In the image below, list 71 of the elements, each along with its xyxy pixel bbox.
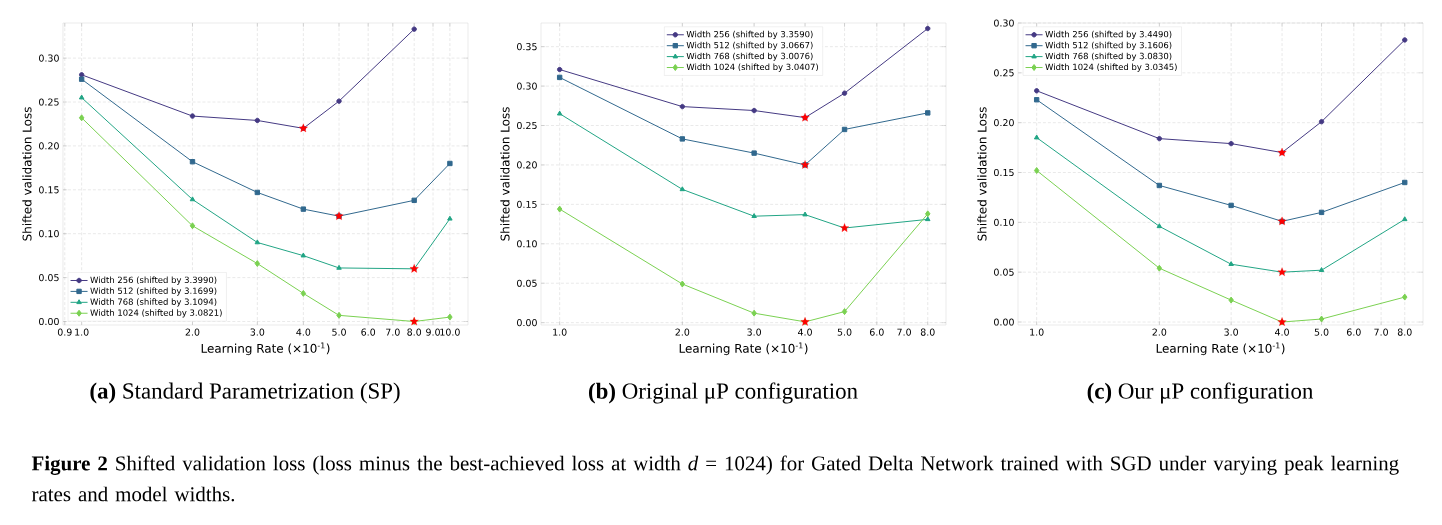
y-tick-label: 0.00 (994, 318, 1014, 326)
x-axis-title: Learning Rate (×10$^{-1}$) (201, 342, 330, 356)
x-tick-label: 1.0 (75, 328, 89, 336)
x-tick-label: 3.0 (747, 328, 762, 336)
x-tick-label: 1.0 (1030, 328, 1044, 336)
x-tick-label: 2.0 (1152, 328, 1167, 336)
y-tick-label: 0.15 (39, 186, 59, 194)
legend-label: Width 256 (shifted by 3.3990) (90, 276, 217, 285)
y-axis-title: Shifted validation Loss (22, 107, 32, 241)
x-tick-label: 3.0 (1224, 328, 1239, 336)
y-tick-label: 0.05 (517, 279, 537, 287)
legend-label: Width 256 (shifted by 3.4490) (1045, 30, 1172, 40)
x-tick-label: 7.0 (897, 328, 911, 336)
y-tick-label: 0.30 (994, 19, 1014, 27)
text: (a) Standard Parametrization (SP) (90, 382, 400, 404)
legend-label: Width 512 (shifted by 3.0667) (686, 41, 813, 50)
x-tick-label: 1.0 (553, 328, 567, 336)
y-axis-title: Shifted validation Loss (500, 107, 510, 241)
x-tick-label: 8.0 (1397, 328, 1412, 336)
y-axis-title: Shifted validation Loss (977, 107, 987, 241)
x-tick-label: 8.0 (407, 328, 422, 336)
x-tick-label: 4.0 (1275, 328, 1289, 336)
x-tick-label: 0.9 (57, 328, 72, 336)
legend-label: Width 512 (shifted by 3.1699) (90, 287, 217, 296)
y-tick-label: 0.20 (994, 119, 1014, 127)
y-tick-label: 0.10 (517, 240, 537, 248)
x-tick-label: 5.0 (332, 328, 346, 336)
x-tick-label: 4.0 (296, 328, 311, 336)
x-tick-label: 5.0 (837, 328, 852, 336)
x-tick-label: 9.0 (426, 328, 440, 336)
x-tick-label: 2.0 (675, 328, 690, 336)
y-tick-label: 0.00 (39, 317, 59, 326)
y-tick-label: 0.25 (517, 121, 537, 130)
text: (b) Original μP configuration (589, 382, 858, 404)
legend-label: Width 512 (shifted by 3.1606) (1045, 41, 1172, 50)
y-tick-label: 0.15 (517, 200, 537, 208)
y-tick-label: 0.00 (517, 319, 537, 327)
y-tick-label: 0.35 (517, 43, 537, 51)
x-tick-label: 10.0 (440, 328, 460, 336)
x-tick-label: 6.0 (361, 328, 376, 336)
y-tick-label: 0.25 (994, 69, 1014, 77)
x-tick-label: 4.0 (797, 328, 812, 336)
legend-label: Width 768 (shifted by 3.0830) (1045, 52, 1172, 61)
legend-label: Width 768 (shifted by 3.1094) (90, 298, 217, 307)
y-tick-label: 0.05 (39, 274, 59, 282)
x-tick-label: 2.0 (185, 328, 200, 336)
legend-label: Width 1024 (shifted by 3.0821) (90, 309, 222, 318)
y-tick-label: 0.15 (994, 168, 1014, 177)
y-tick-label: 0.30 (39, 54, 59, 62)
x-tick-label: 8.0 (920, 328, 935, 336)
legend-label: Width 256 (shifted by 3.3590) (686, 30, 813, 40)
text: Figure 2 Shifted validation loss (loss minus the best-achieved loss at width d = 1024) for Gated Delta Network trained with SGD under varying peak learning rates and model widths. (31, 455, 1399, 502)
legend-label: Width 768 (shifted by 3.0076) (686, 52, 813, 61)
x-tick-label: 6.0 (869, 328, 884, 336)
y-tick-label: 0.10 (994, 218, 1014, 226)
x-axis-title: Learning Rate (×10$^{-1}$) (679, 342, 808, 356)
y-tick-label: 0.30 (517, 82, 537, 90)
x-tick-label: 6.0 (1346, 328, 1361, 336)
legend-label: Width 1024 (shifted by 3.0407) (686, 63, 818, 72)
x-tick-label: 5.0 (1314, 328, 1329, 336)
text: (c) Our μP configuration (1087, 382, 1314, 404)
x-tick-label: 7.0 (1374, 328, 1388, 336)
y-tick-label: 0.05 (994, 268, 1014, 276)
y-tick-label: 0.20 (517, 161, 537, 169)
y-tick-label: 0.20 (39, 142, 59, 150)
x-tick-label: 3.0 (250, 328, 265, 336)
y-tick-label: 0.10 (39, 230, 59, 238)
x-tick-label: 7.0 (386, 328, 400, 336)
y-tick-label: 0.25 (39, 98, 59, 106)
x-axis-title: Learning Rate (×10$^{-1}$) (1156, 342, 1285, 356)
legend-label: Width 1024 (shifted by 3.0345) (1045, 63, 1177, 72)
